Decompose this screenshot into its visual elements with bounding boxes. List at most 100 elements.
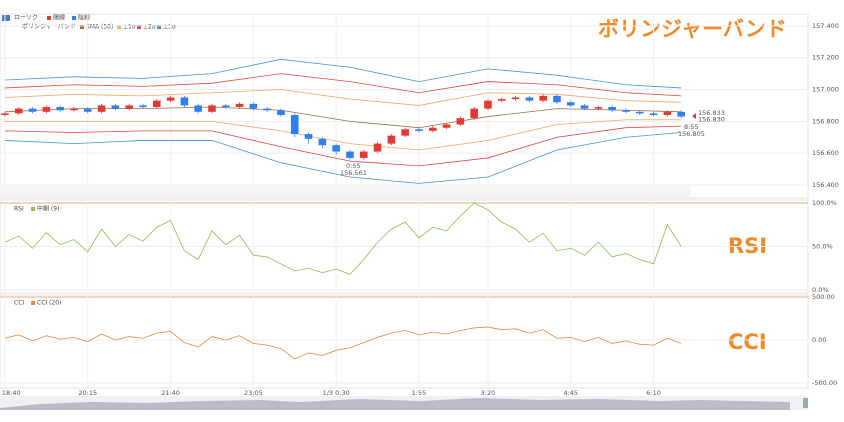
candle-body	[428, 127, 437, 131]
candle-body	[290, 114, 299, 135]
x-tick-label: 1/3 0:30	[323, 389, 350, 397]
y-tick-label: 0.00	[812, 336, 826, 344]
callout-time: 0:55	[346, 162, 361, 170]
candle-body	[318, 138, 327, 146]
sma-line	[4, 106, 682, 129]
price-tag: 156.830	[698, 116, 725, 124]
candle-body	[484, 100, 492, 109]
y-tick-label: 156.600	[812, 149, 839, 157]
x-tick-label: 3:20	[481, 389, 496, 397]
legend-swatch	[117, 25, 121, 29]
price-marker	[692, 113, 696, 120]
candle-body	[663, 111, 672, 115]
candle-body	[152, 100, 161, 108]
candle-body	[221, 105, 230, 108]
candle-body	[14, 108, 23, 114]
candle-body	[139, 105, 147, 108]
candle-body	[166, 97, 175, 101]
legend-label: ±3σ	[163, 24, 176, 31]
candle-body	[539, 95, 547, 101]
y-tick-label: 500.00	[812, 293, 835, 301]
legend-label: 陽線	[53, 14, 65, 22]
candle-body	[511, 97, 520, 100]
date-strip	[0, 186, 690, 197]
candle-body	[525, 97, 534, 101]
candle-body	[580, 105, 589, 109]
candle-body	[677, 111, 685, 117]
candle-body	[83, 108, 92, 112]
legend-swatch	[31, 207, 35, 211]
legend-swatch	[157, 25, 161, 29]
panel-badge[interactable]	[2, 15, 10, 21]
candle-body	[553, 95, 561, 103]
legend-swatch	[80, 25, 84, 29]
candle-body	[470, 108, 478, 119]
candle-body	[97, 105, 106, 112]
x-tick-label: 6:10	[646, 389, 661, 397]
y-tick-label: 157.400	[812, 22, 839, 30]
legend-title: ローソク	[14, 15, 38, 22]
y-tick-label: 157.000	[812, 86, 839, 94]
indicator-line	[4, 202, 682, 275]
y-tick-label: 100.0%	[812, 199, 837, 207]
price-tag: 156.833	[698, 109, 725, 117]
candle-body	[56, 107, 64, 111]
x-tick-label: 4:45	[563, 389, 578, 397]
legend-label: ±2σ	[143, 24, 156, 31]
y-tick-label: -500.00	[812, 379, 837, 387]
candle-body	[111, 105, 120, 109]
candle-body	[608, 107, 616, 111]
candle-body	[387, 135, 396, 144]
candle-body	[373, 143, 382, 152]
y-tick-label: 50.0%	[812, 243, 833, 251]
legend-title: CCI	[14, 300, 24, 307]
legend-label: CCI (20)	[37, 300, 61, 307]
candle-body	[1, 113, 9, 115]
price-panel	[0, 13, 809, 199]
candle-body	[635, 111, 644, 114]
candle-body	[70, 108, 78, 111]
x-tick-label: 20:15	[78, 389, 97, 397]
candle-body	[277, 110, 285, 115]
legend-title: RSI	[14, 206, 24, 213]
candle-body	[235, 103, 244, 108]
candle-body	[194, 105, 202, 112]
legend-swatch	[72, 16, 76, 20]
callout-price: 156.805	[678, 130, 705, 138]
legend-label: SMA (50)	[86, 24, 113, 31]
candle-body	[28, 108, 37, 112]
indicator-line	[4, 326, 682, 360]
band-upper	[4, 89, 682, 106]
band-lower	[4, 132, 682, 184]
y-tick-label: 156.400	[812, 181, 839, 189]
y-tick-label: 0.0%	[812, 286, 829, 294]
band-upper	[4, 58, 682, 89]
candle-body	[622, 110, 630, 112]
callout-time: 8:55	[684, 123, 699, 131]
candle-body	[125, 105, 133, 109]
y-tick-label: 156.800	[812, 117, 839, 125]
x-tick-label: 1/2 18:40	[0, 389, 21, 397]
y-tick-label: 157.200	[812, 54, 839, 62]
legend-label: ±1σ	[123, 24, 136, 31]
candle-body	[249, 103, 258, 109]
cci-panel	[0, 294, 809, 389]
navigator-handle[interactable]	[803, 398, 808, 408]
candle-body	[442, 124, 451, 128]
candle-body	[42, 107, 51, 112]
candle-body	[594, 107, 603, 109]
legend-swatch	[137, 25, 141, 29]
candle-body	[180, 97, 189, 106]
band-lower	[4, 125, 682, 167]
legend-swatch	[47, 16, 51, 20]
candle-body	[456, 118, 465, 125]
candle-body	[346, 151, 354, 158]
legend-swatch	[31, 301, 35, 305]
candle-body	[649, 113, 658, 115]
x-tick-label: 1:55	[412, 389, 427, 397]
x-tick-label: 23:05	[244, 389, 263, 397]
navigator-area	[0, 398, 790, 410]
band-lower	[4, 119, 682, 151]
annotation: CCI	[728, 330, 767, 354]
